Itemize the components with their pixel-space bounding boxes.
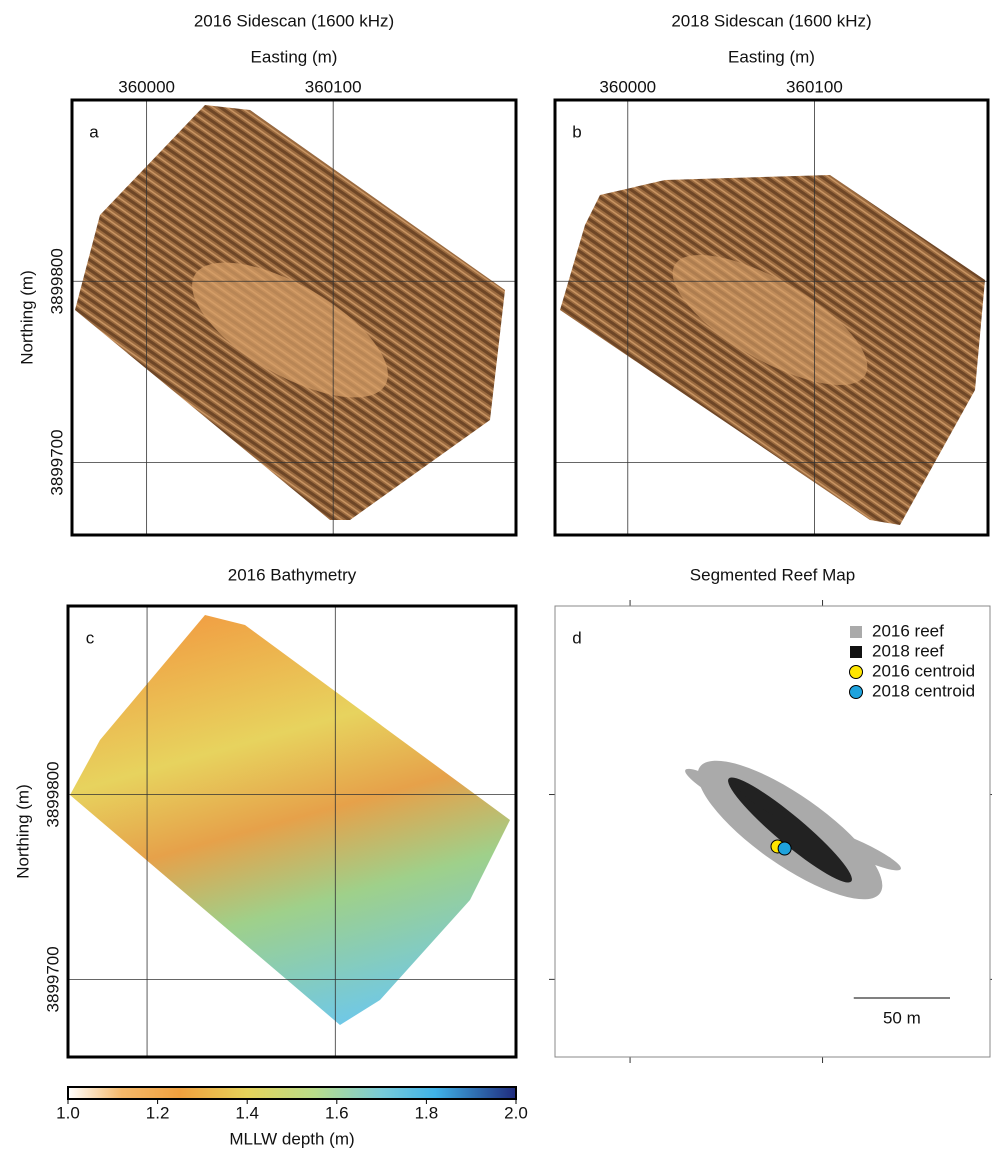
x-tick-label: 360000 (118, 77, 175, 96)
y-tick-label: 3899700 (43, 946, 62, 1012)
x-tick-label: 360100 (305, 77, 362, 96)
centroid (778, 842, 791, 855)
panel-title: 2018 Sidescan (1600 kHz) (671, 11, 871, 30)
y-axis-label: Northing (m) (13, 784, 32, 878)
legend-swatch (850, 626, 862, 638)
y-tick-label: 3899700 (47, 429, 66, 495)
reef-segments (680, 738, 904, 922)
x-axis-label: Easting (m) (251, 47, 338, 66)
legend-label: 2016 reef (872, 621, 944, 640)
colorbar-tick-label: 1.4 (235, 1103, 259, 1122)
colorbar-tick-label: 1.2 (146, 1103, 170, 1122)
x-tick-label: 360100 (786, 77, 843, 96)
colorbar-tick-label: 2.0 (504, 1103, 528, 1122)
panel-title: 2016 Sidescan (1600 kHz) (194, 11, 394, 30)
colorbar-label: MLLW depth (m) (229, 1129, 354, 1148)
colorbar-tick-label: 1.8 (415, 1103, 439, 1122)
legend-swatch (850, 646, 862, 658)
panel-label: b (572, 122, 581, 141)
panel-label: c (86, 628, 95, 647)
legend-swatch (850, 686, 863, 699)
x-tick-label: 360000 (599, 77, 656, 96)
colorbar-tick-label: 1.6 (325, 1103, 349, 1122)
panel-label: d (572, 628, 581, 647)
bathymetry-2016 (70, 615, 510, 1025)
legend-label: 2018 centroid (872, 681, 975, 700)
x-axis-label: Easting (m) (728, 47, 815, 66)
legend-swatch (850, 666, 863, 679)
legend-label: 2016 centroid (872, 661, 975, 680)
panel-title: Segmented Reef Map (690, 565, 855, 584)
legend-label: 2018 reef (872, 641, 944, 660)
figure: 2016 Sidescan (1600 kHz) Easting (m) North… (0, 0, 992, 1155)
panel-title: 2016 Bathymetry (228, 565, 357, 584)
colorbar-tick-label: 1.0 (56, 1103, 80, 1122)
y-tick-label: 3899800 (43, 761, 62, 827)
y-tick-label: 3899800 (47, 248, 66, 314)
page: 2016 Sidescan (1600 kHz) Easting (m) North… (0, 0, 992, 1160)
panel-label: a (89, 122, 99, 141)
colorbar (68, 1087, 516, 1099)
scale-bar-label: 50 m (883, 1008, 921, 1027)
y-axis-label: Northing (m) (17, 270, 36, 364)
